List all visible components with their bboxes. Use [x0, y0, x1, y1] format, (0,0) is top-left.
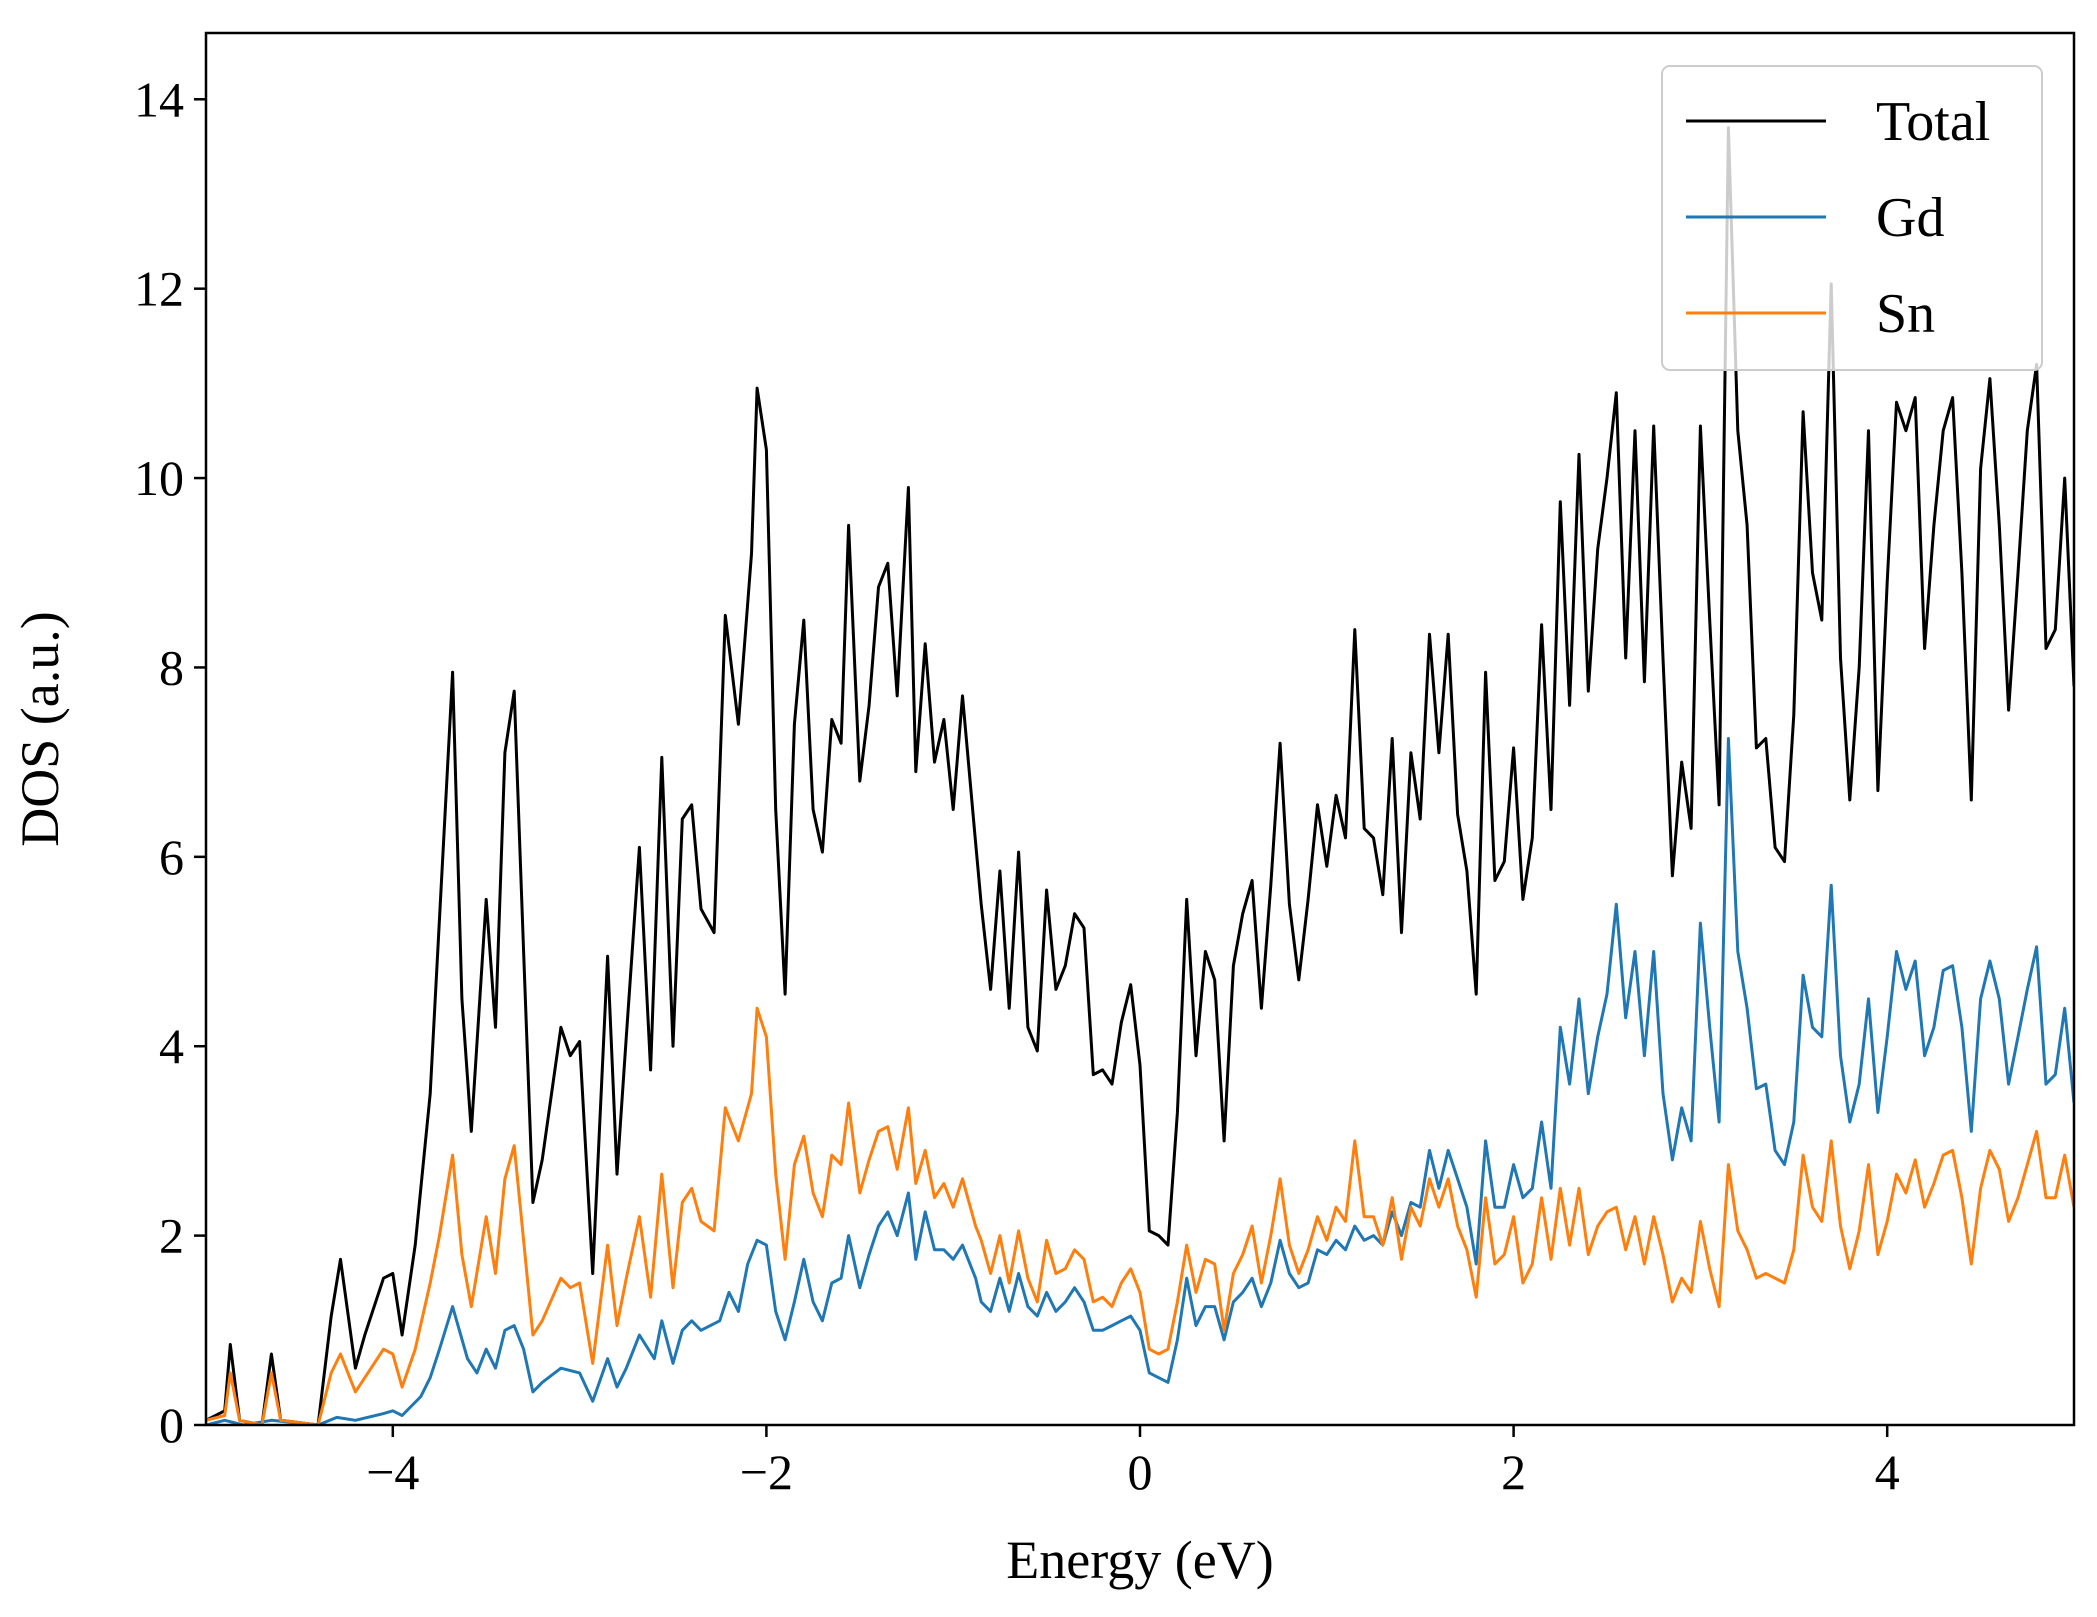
x-axis: −4 −2 0 2 4	[366, 1425, 1900, 1500]
y-tick-label: 8	[159, 639, 184, 695]
y-tick-label: 10	[134, 450, 184, 506]
y-tick-label: 2	[159, 1208, 184, 1264]
y-tick-label: 0	[159, 1397, 184, 1453]
y-axis-title: DOS (a.u.)	[10, 611, 70, 846]
series-line-sn	[206, 1006, 2074, 1425]
x-tick-label: 4	[1875, 1444, 1900, 1500]
x-axis-title: Energy (eV)	[1006, 1530, 1273, 1590]
legend-box	[1661, 65, 2043, 371]
series-line-gd	[206, 737, 2074, 1425]
y-axis: 0 2 4 6 8 10 12 14	[134, 71, 206, 1453]
series-line-total	[206, 126, 2074, 1425]
legend-label-total: Total	[1876, 91, 1990, 153]
y-tick-label: 12	[134, 261, 184, 317]
legend-label-sn: Sn	[1876, 283, 1935, 345]
y-tick-label: 6	[159, 829, 184, 885]
x-tick-label: 2	[1501, 1444, 1526, 1500]
legend: Total Gd Sn	[1661, 65, 2043, 371]
x-tick-label: 0	[1128, 1444, 1153, 1500]
series-layer	[206, 126, 2074, 1425]
x-tick-label: −4	[366, 1444, 419, 1500]
y-tick-label: 4	[159, 1018, 184, 1074]
y-tick-label: 14	[134, 71, 184, 127]
legend-label-gd: Gd	[1876, 187, 1944, 249]
x-tick-label: −2	[740, 1444, 793, 1500]
